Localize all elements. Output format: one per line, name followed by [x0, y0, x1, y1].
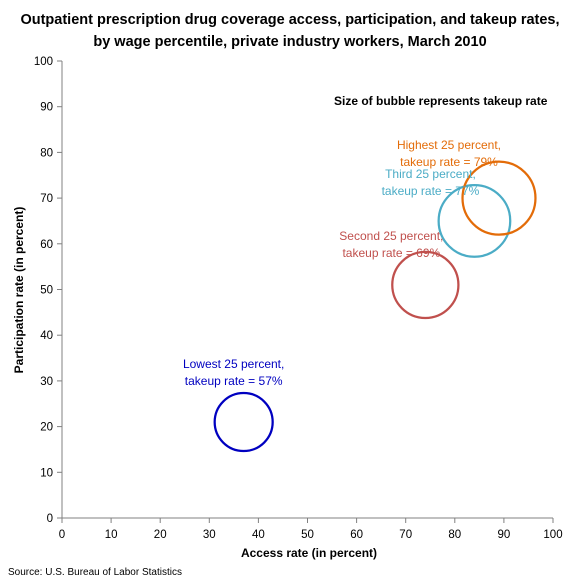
y-tick-label: 60	[40, 239, 53, 251]
y-tick-label: 70	[40, 193, 53, 205]
x-tick-label: 30	[203, 529, 216, 541]
y-axis-label: Participation rate (in percent)	[12, 207, 26, 374]
axes: 0 10 20 30 40 50 60 70 80 90 100 0 10 20 30 40 50 60 70 80 9…	[34, 56, 563, 541]
y-tick-label: 0	[47, 513, 53, 525]
bubble-label-2-line-1: Second 25 percent,	[339, 229, 443, 243]
bubble-label-1-line-1: Lowest 25 percent,	[183, 357, 284, 371]
y-tick-label: 40	[40, 330, 53, 342]
y-tick-label: 30	[40, 376, 53, 388]
x-tick-label: 20	[154, 529, 167, 541]
bubble-1	[213, 391, 274, 453]
bubble-labels: Lowest 25 percent, takeup rate = 57% Secon…	[183, 138, 501, 388]
x-tick-label: 90	[498, 529, 511, 541]
chart-title-line-1: Outpatient prescription drug coverage ac…	[20, 12, 559, 28]
bubble-3	[437, 184, 512, 258]
bubble-label-4-line-1: Highest 25 percent,	[397, 138, 501, 152]
x-tick-label: 0	[59, 529, 65, 541]
y-tick-label: 50	[40, 285, 53, 297]
bubble-label-3-line-2: takeup rate = 77%	[382, 184, 480, 198]
x-tick-label: 40	[252, 529, 265, 541]
x-tick-label: 70	[399, 529, 412, 541]
y-tick-label: 90	[40, 102, 53, 114]
bubble-2	[391, 250, 460, 320]
y-tick-label: 100	[34, 56, 53, 68]
bubbles	[213, 160, 537, 453]
x-tick-label: 100	[543, 529, 562, 541]
y-tick-label: 10	[40, 467, 53, 479]
y-tick-label: 20	[40, 422, 53, 434]
x-tick-label: 50	[301, 529, 314, 541]
bubble-label-4-line-2: takeup rate = 79%	[400, 155, 498, 169]
chart-title-line-2: by wage percentile, private industry wor…	[93, 34, 486, 50]
bubble-size-note: Size of bubble represents takeup rate	[334, 94, 548, 108]
bubble-label-3-line-1: Third 25 percent,	[385, 167, 476, 181]
x-axis-label: Access rate (in percent)	[241, 546, 377, 560]
x-tick-label: 60	[350, 529, 363, 541]
source-note: Source: U.S. Bureau of Labor Statistics	[8, 567, 182, 578]
x-tick-label: 80	[448, 529, 461, 541]
bubble-label-1-line-2: takeup rate = 57%	[185, 374, 283, 388]
y-tick-label: 80	[40, 147, 53, 159]
x-tick-label: 10	[105, 529, 118, 541]
bubble-4	[461, 160, 537, 236]
bubble-label-2-line-2: takeup rate = 69%	[342, 246, 440, 260]
